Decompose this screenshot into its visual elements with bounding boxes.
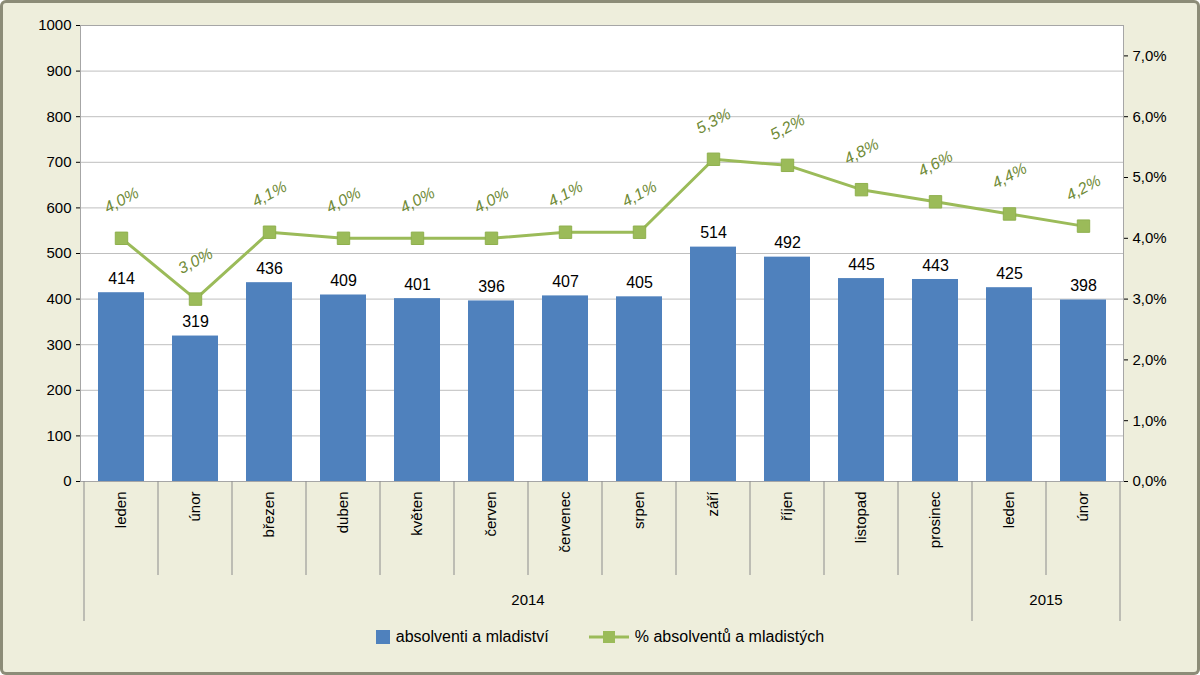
svg-text:414: 414 [108, 270, 135, 287]
svg-text:100: 100 [46, 427, 71, 444]
svg-text:443: 443 [922, 257, 949, 274]
svg-text:407: 407 [552, 273, 579, 290]
svg-text:4,4%: 4,4% [989, 160, 1029, 192]
svg-text:4,1%: 4,1% [249, 178, 289, 210]
svg-text:srpen: srpen [630, 492, 647, 530]
svg-text:prosinec: prosinec [926, 491, 943, 548]
svg-text:6,0%: 6,0% [1133, 108, 1167, 125]
html-text:absolventi a mladiství: absolventi a mladiství [395, 628, 549, 645]
svg-text:2014: 2014 [511, 591, 544, 608]
svg-text:4,1%: 4,1% [545, 178, 585, 210]
svg-text:listopad: listopad [852, 492, 869, 544]
svg-text:405: 405 [626, 274, 653, 291]
svg-text:492: 492 [774, 234, 801, 251]
svg-text:0: 0 [63, 472, 71, 489]
svg-text:4,2%: 4,2% [1063, 172, 1103, 204]
html-text:% absolventů a mladistých: % absolventů a mladistých [634, 628, 825, 645]
svg-text:říjen: říjen [778, 492, 795, 521]
svg-text:leden: leden [1000, 492, 1017, 529]
svg-text:4,0%: 4,0% [101, 184, 141, 216]
svg-text:3,0%: 3,0% [175, 245, 215, 277]
svg-text:únor: únor [1074, 492, 1091, 522]
svg-text:4,6%: 4,6% [915, 147, 955, 179]
svg-text:4,0%: 4,0% [323, 184, 363, 216]
svg-text:2,0%: 2,0% [1133, 351, 1167, 368]
svg-text:396: 396 [478, 278, 505, 295]
svg-text:4,0%: 4,0% [1133, 229, 1167, 246]
svg-text:září: září [704, 491, 721, 517]
svg-text:7,0%: 7,0% [1133, 47, 1167, 64]
svg-text:4,0%: 4,0% [471, 184, 511, 216]
svg-text:401: 401 [404, 276, 431, 293]
svg-text:leden: leden [112, 492, 129, 529]
svg-text:červenec: červenec [556, 491, 573, 552]
svg-text:400: 400 [46, 290, 71, 307]
svg-text:červen: červen [482, 492, 499, 537]
svg-text:duben: duben [334, 492, 351, 534]
svg-text:700: 700 [46, 153, 71, 170]
svg-text:445: 445 [848, 256, 875, 273]
svg-text:900: 900 [46, 62, 71, 79]
svg-text:500: 500 [46, 244, 71, 261]
svg-text:4,8%: 4,8% [841, 135, 881, 167]
svg-text:514: 514 [700, 224, 727, 241]
svg-text:0,0%: 0,0% [1133, 472, 1167, 489]
svg-text:5,3%: 5,3% [693, 105, 733, 137]
svg-text:5,2%: 5,2% [767, 111, 807, 143]
svg-text:2015: 2015 [1029, 591, 1062, 608]
svg-text:409: 409 [330, 272, 357, 289]
svg-text:květen: květen [408, 492, 425, 536]
svg-text:319: 319 [182, 313, 209, 330]
svg-text:1,0%: 1,0% [1133, 412, 1167, 429]
svg-text:200: 200 [46, 381, 71, 398]
svg-text:4,1%: 4,1% [619, 178, 659, 210]
svg-text:300: 300 [46, 336, 71, 353]
svg-text:5,0%: 5,0% [1133, 168, 1167, 185]
svg-text:398: 398 [1070, 277, 1097, 294]
svg-text:únor: únor [186, 492, 203, 522]
svg-text:3,0%: 3,0% [1133, 290, 1167, 307]
svg-text:800: 800 [46, 108, 71, 125]
svg-text:4,0%: 4,0% [397, 184, 437, 216]
svg-text:březen: březen [260, 492, 277, 538]
svg-text:425: 425 [996, 265, 1023, 282]
svg-text:1000: 1000 [38, 16, 71, 33]
svg-text:600: 600 [46, 199, 71, 216]
svg-text:436: 436 [256, 260, 283, 277]
